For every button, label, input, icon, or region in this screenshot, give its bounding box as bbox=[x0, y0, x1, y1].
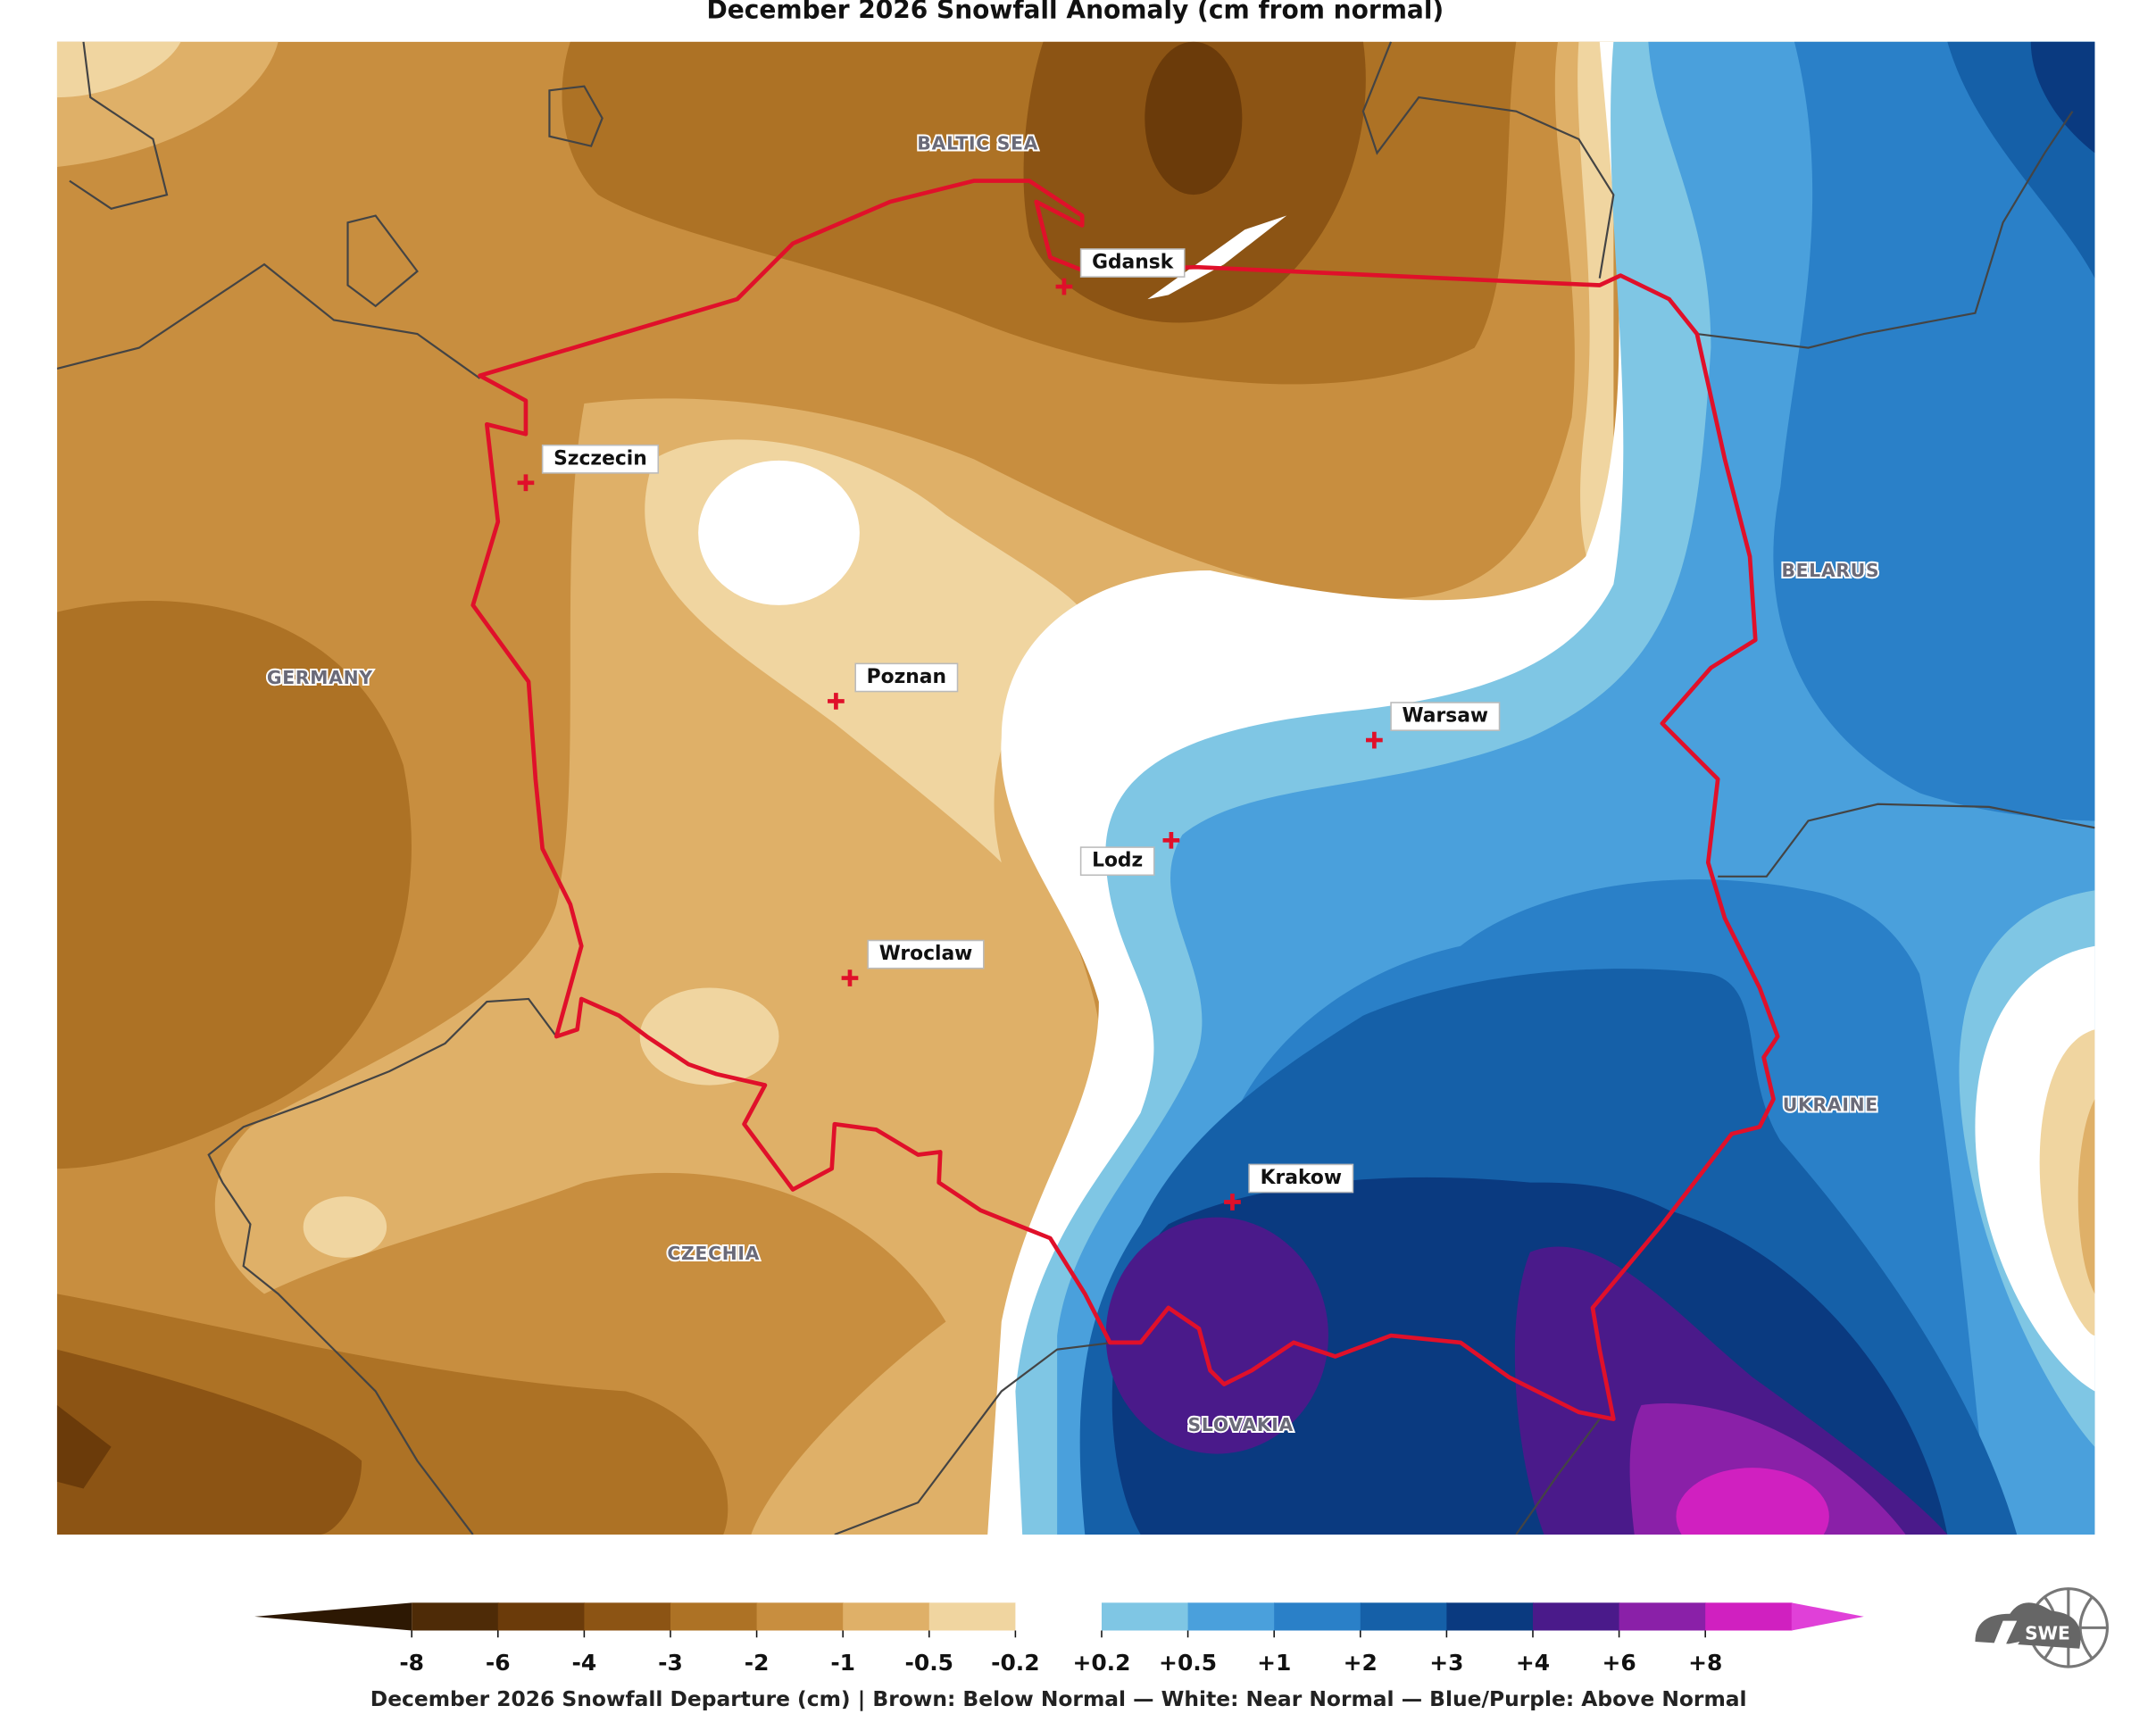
colorbar-segment bbox=[497, 1602, 586, 1631]
contour bbox=[56, 601, 412, 1169]
city-label-box bbox=[1079, 846, 1155, 877]
place-label: BELARUS bbox=[1781, 560, 1879, 581]
colorbar-tick-label: +3 bbox=[1429, 1650, 1463, 1676]
colorbar-segment bbox=[1015, 1602, 1103, 1631]
place-label: GERMANY bbox=[267, 667, 373, 688]
colorbar-segment bbox=[412, 1602, 499, 1631]
map-labels: BALTIC SEA GERMANY BELARUS UKRAINE CZECHIA SL… bbox=[265, 131, 1881, 1437]
colorbar-tick-label: +0.2 bbox=[1072, 1650, 1130, 1676]
colorbar-segment bbox=[1101, 1602, 1189, 1631]
contour bbox=[2039, 1029, 2095, 1336]
city-marker bbox=[841, 969, 859, 986]
logo: SWE bbox=[1975, 1587, 2110, 1684]
colorbar-tick-label: +2 bbox=[1344, 1650, 1378, 1676]
poland-border bbox=[470, 179, 1780, 1421]
contour bbox=[1514, 1246, 1948, 1535]
lagoon bbox=[1147, 215, 1287, 300]
colorbar-segment bbox=[1532, 1602, 1620, 1631]
city-label: Lodz bbox=[1092, 850, 1143, 872]
colorbar-tick-label: -0.2 bbox=[991, 1650, 1039, 1676]
caption: December 2026 Snowfall Departure (cm) | … bbox=[370, 1686, 1747, 1711]
contour bbox=[214, 41, 1614, 1535]
place-label: SLOVAKIA bbox=[1188, 1414, 1294, 1435]
colorbar-tick-label: -6 bbox=[486, 1650, 511, 1676]
title: December 2026 Snowfall Anomaly (cm from … bbox=[707, 0, 1444, 24]
contour bbox=[698, 460, 860, 605]
colorbar-tick-label: -0.5 bbox=[905, 1650, 953, 1676]
city-label-box bbox=[867, 939, 985, 969]
colorbar-tick-label: -2 bbox=[745, 1650, 770, 1676]
city-marker bbox=[828, 693, 845, 710]
colorbar-tick-label: -4 bbox=[572, 1650, 597, 1676]
contour bbox=[303, 1196, 387, 1258]
colorbar-segment bbox=[584, 1602, 671, 1631]
colorbar-segment bbox=[1274, 1602, 1361, 1631]
colorbar-extension bbox=[1791, 1602, 1864, 1631]
colorbar-segment bbox=[1360, 1602, 1448, 1631]
city-label: Krakow bbox=[1261, 1167, 1342, 1189]
colorbar-segment bbox=[928, 1602, 1017, 1631]
city-label: Gdansk bbox=[1092, 252, 1174, 274]
colorbar-tick-label: -8 bbox=[399, 1650, 424, 1676]
place-label: UKRAINE bbox=[1783, 1094, 1878, 1115]
city-label: Szczecin bbox=[554, 447, 647, 470]
city-label: Poznan bbox=[867, 666, 946, 688]
colorbar-segment bbox=[756, 1602, 844, 1631]
place-label: CZECHIA bbox=[667, 1243, 760, 1264]
city-marker bbox=[1055, 278, 1073, 295]
contour bbox=[2030, 41, 2095, 154]
colorbar-tick-label: -3 bbox=[658, 1650, 683, 1676]
city-label-box bbox=[1390, 702, 1501, 731]
contour bbox=[1145, 41, 1243, 196]
colorbar-segment bbox=[1187, 1602, 1275, 1631]
colorbar: -8 -6 -4 -3 -2 -1 -0.5 -0.2 +0.2 +0.5 +1 +2 +3 +4 +6 +8 bbox=[254, 1602, 1864, 1676]
city-marker bbox=[1224, 1194, 1241, 1211]
colorbar-segment bbox=[1446, 1602, 1534, 1631]
colorbar-segment bbox=[843, 1602, 930, 1631]
contour bbox=[639, 987, 779, 1086]
colorbar-extension bbox=[254, 1602, 412, 1631]
city-marker bbox=[517, 474, 535, 492]
contour bbox=[1105, 1217, 1328, 1454]
colorbar-segment bbox=[670, 1602, 758, 1631]
city-label: Warsaw bbox=[1403, 705, 1489, 728]
colorbar-segment bbox=[1619, 1602, 1706, 1631]
colorbar-tick-label: +6 bbox=[1602, 1650, 1636, 1676]
map-area bbox=[56, 41, 2095, 1535]
contour bbox=[2077, 1099, 2095, 1294]
colorbar-tick-label: +1 bbox=[1257, 1650, 1291, 1676]
contour bbox=[1676, 1468, 1829, 1535]
contour bbox=[56, 1405, 112, 1489]
city-label-box bbox=[541, 444, 660, 474]
city-label: Wroclaw bbox=[879, 943, 973, 965]
city-marker bbox=[1366, 731, 1383, 749]
colorbar-segment bbox=[1705, 1602, 1793, 1631]
logo-text: SWE bbox=[2025, 1623, 2070, 1644]
city-label-box bbox=[1248, 1163, 1354, 1194]
city-label-box bbox=[854, 662, 959, 693]
colorbar-tick-label: -1 bbox=[830, 1650, 855, 1676]
city-label-box bbox=[1079, 248, 1186, 278]
colorbar-tick-label: +8 bbox=[1688, 1650, 1722, 1676]
contour bbox=[1773, 41, 2095, 821]
colorbar-tick-label: +4 bbox=[1516, 1650, 1550, 1676]
contour bbox=[56, 1349, 362, 1535]
city-marker bbox=[1162, 831, 1180, 849]
colorbar-tick-label: +0.5 bbox=[1159, 1650, 1217, 1676]
country-borders bbox=[56, 41, 2095, 1535]
place-label: BALTIC SEA bbox=[917, 133, 1038, 154]
